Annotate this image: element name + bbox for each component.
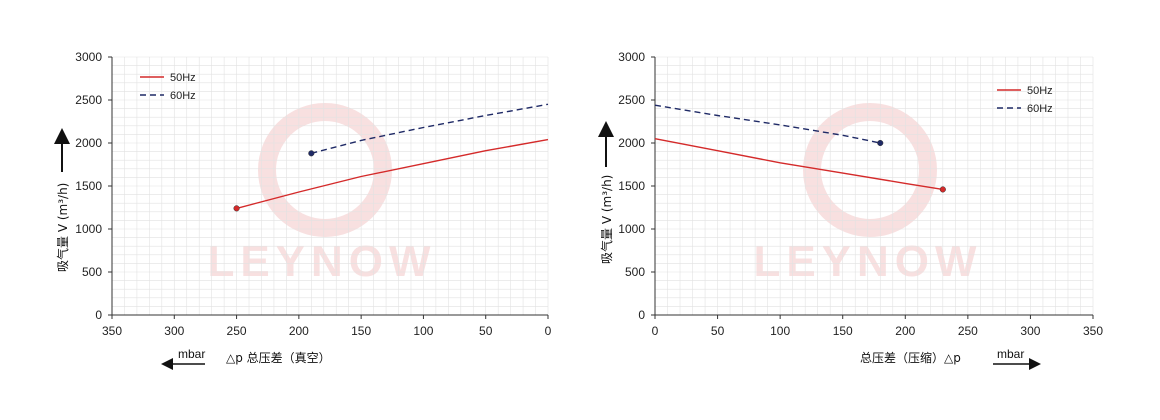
x-axis-label: 总压差（压缩）△p — [860, 350, 961, 365]
series-line-60Hz — [654, 104, 881, 144]
y-tick-label: 1000 — [75, 222, 102, 236]
y-tick-label: 0 — [638, 308, 645, 322]
compression-chart: LEYNOW 0 50 100 150 200 250 300 350 0 500 1000 1500… — [598, 50, 1103, 370]
x-axis-label: △p 总压差（真空） — [226, 351, 331, 365]
y-tick-label: 2000 — [75, 136, 102, 150]
x-tick-label: 350 — [102, 324, 122, 338]
x-tick-label: 300 — [164, 324, 184, 338]
watermark-logo: LEYNOW — [207, 103, 436, 286]
axes — [108, 56, 549, 319]
axes — [651, 56, 1094, 319]
y-tick-label: 2500 — [618, 93, 645, 107]
x-tick-label: 250 — [227, 324, 247, 338]
x-axis-title: 总压差（压缩）△p mbar — [860, 347, 1041, 370]
series-lines — [654, 104, 946, 193]
legend-label-60Hz: 60Hz — [1027, 103, 1053, 115]
legend-label-60Hz: 60Hz — [170, 90, 196, 102]
x-axis-title: mbar △p 总压差（真空） — [161, 347, 331, 370]
x-tick-label: 50 — [711, 324, 725, 338]
x-tick-label: 150 — [833, 324, 853, 338]
endpoint-marker-60Hz — [877, 139, 884, 147]
y-tick-label: 1000 — [618, 222, 645, 236]
series-lines — [233, 103, 549, 212]
y-tick-label: 2000 — [618, 136, 645, 150]
series-line-60Hz — [311, 103, 549, 154]
x-tick-label: 100 — [770, 324, 790, 338]
y-tick-label: 500 — [625, 265, 645, 279]
x-tick-label: 0 — [545, 324, 552, 338]
y-tick-label: 2500 — [75, 93, 102, 107]
x-tick-label: 300 — [1020, 324, 1040, 338]
vacuum-chart: LEYNOW 350 300 250 200 150 100 50 0050010001500… — [54, 50, 552, 370]
x-axis-unit: mbar — [178, 347, 205, 361]
endpoint-marker-60Hz — [308, 150, 315, 157]
endpoint-marker-50Hz — [939, 186, 946, 193]
x-tick-label: 100 — [413, 324, 433, 338]
x-tick-label: 250 — [958, 324, 978, 338]
watermark-text: LEYNOW — [753, 237, 982, 286]
y-tick-label: 3000 — [618, 50, 645, 64]
series-line-50Hz — [654, 138, 943, 191]
x-tick-label: 0 — [652, 324, 659, 338]
legend-label-50Hz: 50Hz — [1027, 85, 1053, 97]
x-tick-label: 50 — [479, 324, 493, 338]
series-line-50Hz — [236, 138, 549, 210]
y-axis-label: 吸气量 V (m³/h) — [599, 175, 614, 264]
tick-labels: 350 300 250 200 150 100 50 00500100015002000250… — [75, 50, 551, 338]
y-tick-label: 0 — [95, 308, 102, 322]
watermark-text: LEYNOW — [207, 237, 436, 286]
legend-label-50Hz: 50Hz — [170, 72, 196, 84]
y-tick-label: 500 — [82, 265, 102, 279]
y-tick-label: 1500 — [618, 179, 645, 193]
x-axis-unit: mbar — [997, 347, 1024, 361]
grid — [654, 56, 1094, 316]
legend: 50Hz 60Hz — [140, 72, 196, 102]
y-axis-label: 吸气量 V (m³/h) — [55, 183, 70, 272]
y-tick-label: 1500 — [75, 179, 102, 193]
y-tick-label: 3000 — [75, 50, 102, 64]
x-tick-label: 200 — [289, 324, 309, 338]
endpoint-marker-50Hz — [233, 205, 240, 212]
tick-labels: 0 50 100 150 200 250 300 350 0 500 1000 1500 2000 250… — [618, 50, 1103, 338]
x-tick-label: 150 — [351, 324, 371, 338]
x-tick-label: 350 — [1083, 324, 1103, 338]
legend: 50Hz 60Hz — [997, 85, 1053, 115]
x-tick-label: 200 — [895, 324, 915, 338]
watermark-logo: LEYNOW — [753, 103, 982, 286]
y-axis-title: 吸气量 V (m³/h) — [54, 128, 70, 272]
y-axis-title: 吸气量 V (m³/h) — [598, 121, 614, 264]
